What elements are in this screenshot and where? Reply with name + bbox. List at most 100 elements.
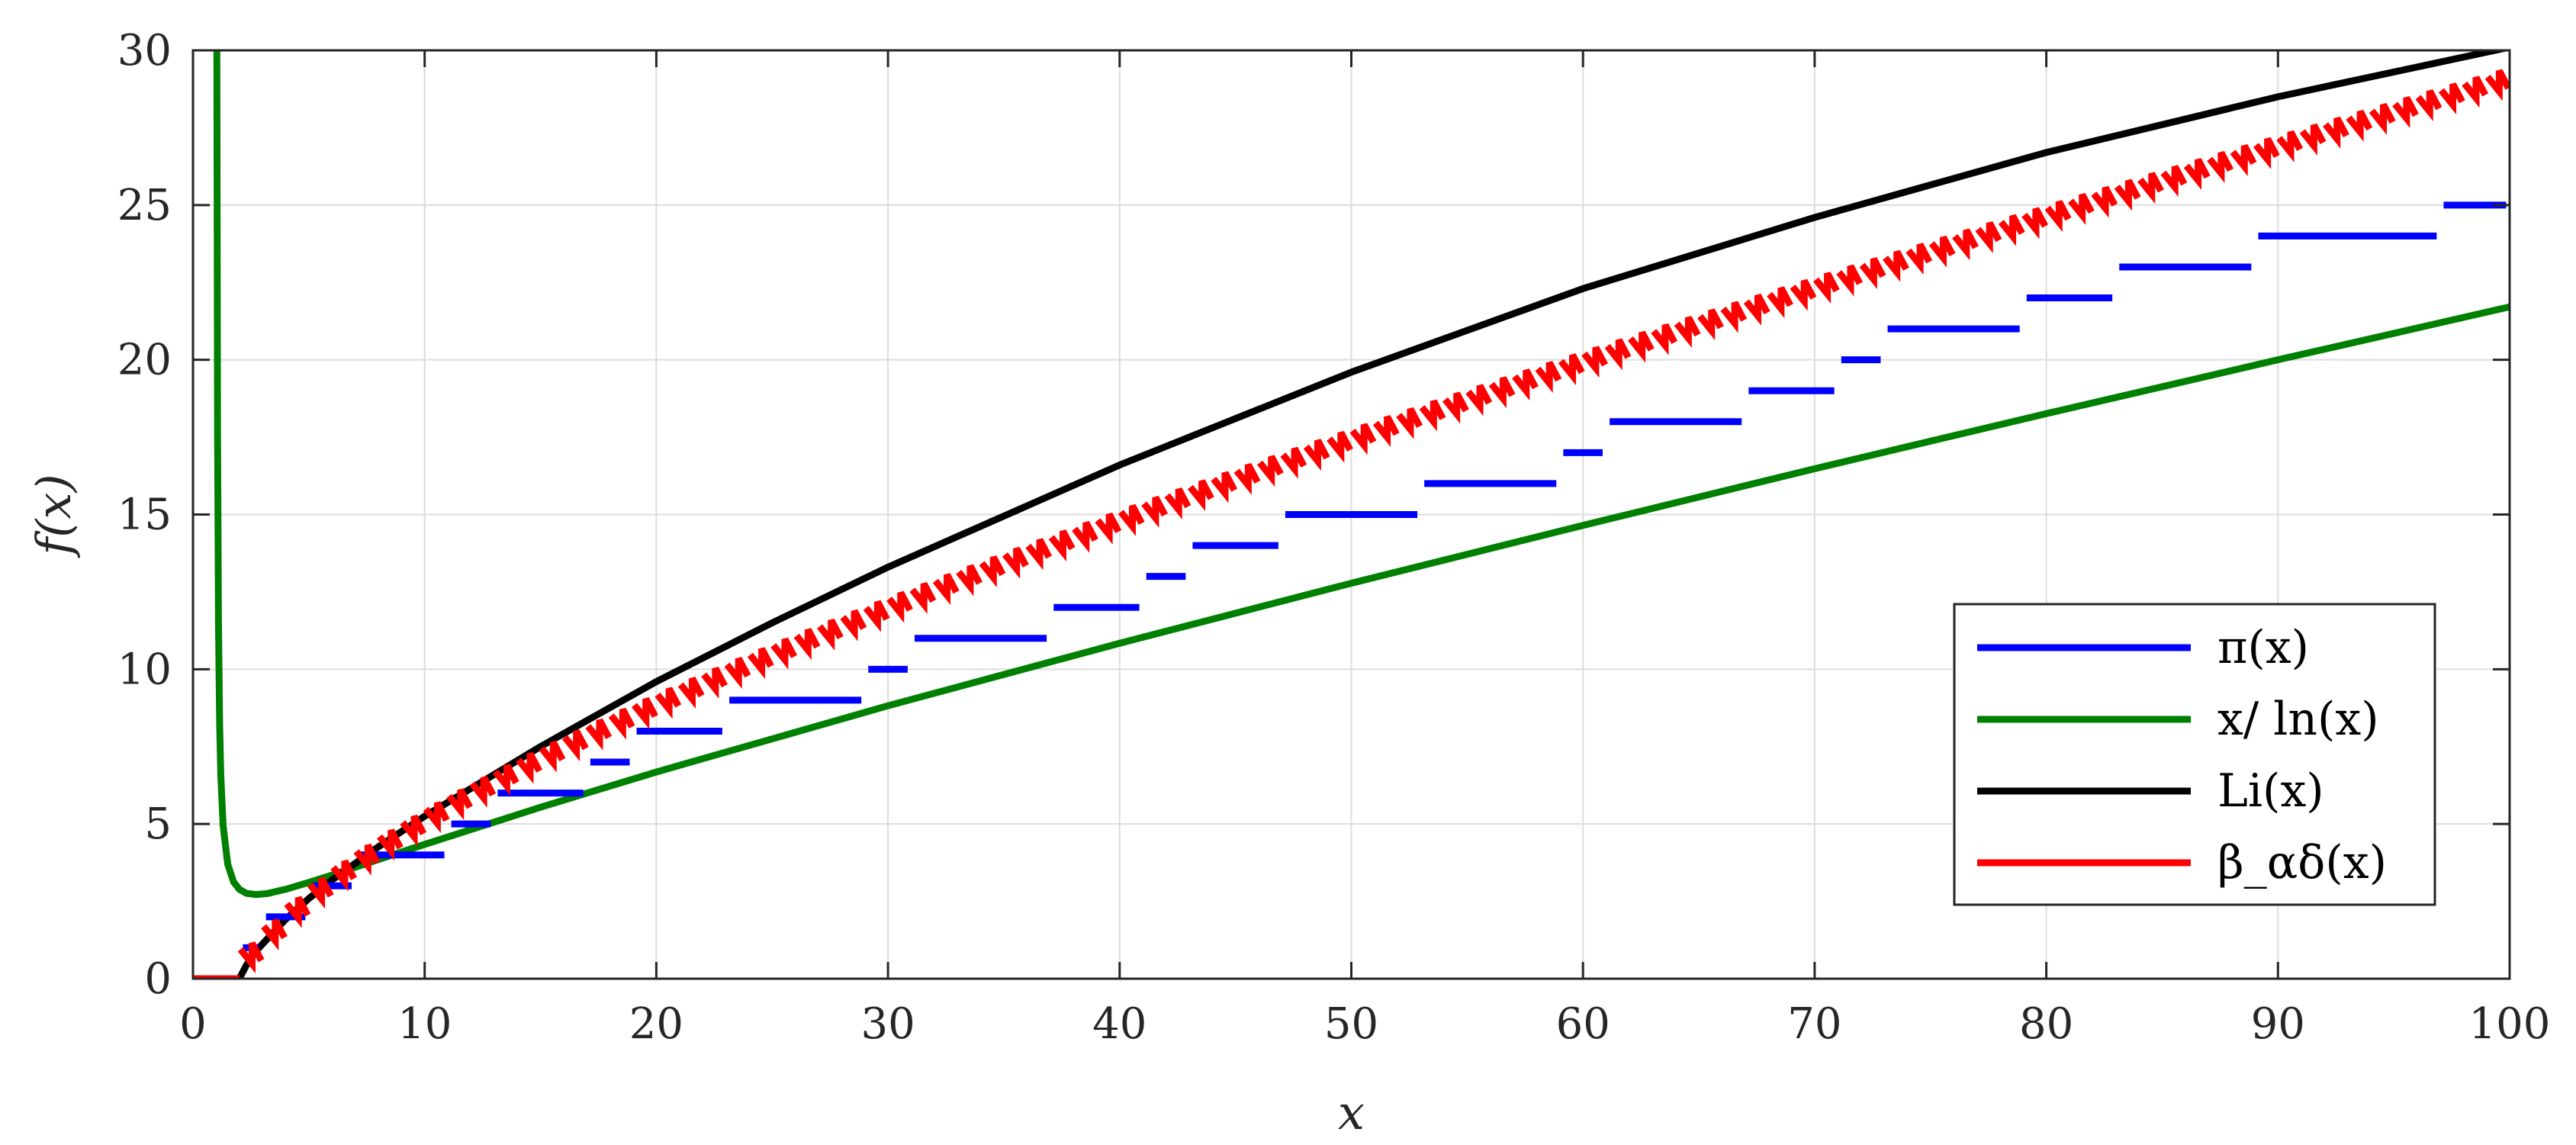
series-beta-tooth — [1118, 503, 1145, 536]
series-beta-tooth — [446, 788, 473, 821]
plot-area — [193, 50, 2510, 979]
legend-label: β_αδ(x) — [2217, 836, 2387, 889]
series-beta-tooth — [2346, 109, 2373, 142]
series-beta-tooth — [1164, 487, 1192, 519]
series-beta-tooth — [2230, 143, 2257, 176]
series-beta-tooth — [2114, 179, 2141, 211]
series-beta-tooth — [1767, 286, 1793, 319]
series-beta-tooth — [1327, 430, 1353, 463]
series-beta-tooth — [1372, 415, 1400, 448]
series-beta-tooth — [1674, 316, 1701, 348]
series-beta-tooth — [677, 677, 705, 709]
series-beta-tooth — [2415, 89, 2443, 122]
legend-label: x/ ln(x) — [2217, 693, 2379, 746]
series-beta-tooth — [1928, 235, 1956, 268]
x-tick-label: 70 — [1787, 999, 1841, 1049]
series-beta-tooth — [1419, 399, 1446, 432]
series-beta-tooth — [353, 843, 381, 876]
series-beta-tooth — [886, 590, 913, 623]
series-beta-tooth — [840, 609, 867, 642]
series-beta-tooth — [863, 600, 890, 632]
series-beta-tooth — [307, 876, 334, 909]
series-beta-tooth — [1025, 538, 1053, 571]
series-beta-tooth — [1141, 495, 1168, 528]
series-beta-tooth — [1465, 384, 1493, 417]
series-beta-tooth — [1836, 264, 1864, 297]
series-beta-tooth — [1512, 368, 1539, 401]
series-beta-tooth — [2462, 76, 2489, 108]
series-beta-tooth — [516, 751, 543, 784]
series-beta-tooth — [747, 647, 774, 680]
x-tick-label: 100 — [2469, 999, 2551, 1049]
series-beta-tooth — [2323, 116, 2349, 149]
series-beta-tooth — [909, 581, 937, 614]
series-beta-tooth — [1095, 512, 1122, 545]
x-tick-label: 50 — [1324, 999, 1378, 1049]
legend-label: π(x) — [2217, 621, 2309, 674]
series-beta-tooth — [284, 896, 311, 928]
series-beta-tooth — [1859, 257, 1886, 290]
series-beta-tooth — [1303, 439, 1330, 471]
series-beta-tooth — [1812, 272, 1840, 304]
series-beta-tooth — [2484, 69, 2510, 101]
tick-labels: 0 10 20 30 40 50 60 70 80 90 100 0 5 10 15 20 25 30 — [117, 26, 2551, 1049]
x-tick-label: 20 — [629, 999, 683, 1049]
y-tick-label: 10 — [117, 645, 172, 694]
series-beta-tooth — [2091, 185, 2118, 218]
series-beta-tooth — [1187, 479, 1214, 512]
series-beta-tooth — [1905, 243, 1933, 275]
series-beta-tooth — [2276, 130, 2304, 162]
y-tick-label: 20 — [117, 336, 172, 385]
series-beta-tooth — [400, 814, 427, 847]
x-tick-label: 40 — [1092, 999, 1146, 1049]
series-beta-tooth — [2183, 158, 2211, 190]
series-beta-tooth — [539, 740, 566, 773]
series-beta-tooth — [1743, 293, 1770, 326]
series-beta-tooth — [1257, 455, 1284, 487]
series-beta-tooth — [330, 859, 358, 892]
series-beta-tooth — [2044, 200, 2072, 233]
series-beta-tooth — [701, 667, 728, 699]
series-beta-tooth — [2207, 151, 2234, 183]
series-beta-tooth — [1349, 423, 1377, 455]
series-beta-tooth — [2392, 96, 2419, 128]
legend-label: Li(x) — [2217, 764, 2324, 818]
series-beta-tooth — [2369, 102, 2396, 135]
series-beta-tooth — [469, 775, 497, 808]
series-beta-tooth — [1697, 308, 1724, 341]
series-beta-tooth — [1998, 214, 2025, 246]
series-beta-tooth — [1072, 521, 1098, 553]
series-beta-tooth — [793, 628, 821, 661]
series-beta-tooth — [2253, 137, 2280, 169]
series-beta-tooth — [1651, 323, 1678, 355]
series-beta-tooth — [237, 941, 265, 974]
series-beta-tooth — [423, 801, 450, 834]
series-beta-tooth — [2299, 123, 2327, 156]
series-beta-tooth — [2067, 192, 2095, 225]
x-axis-label: x — [1338, 1085, 1365, 1140]
series-beta-tooth — [1442, 391, 1469, 424]
series-x-over-ln-x — [213, 50, 2510, 899]
y-tick-label: 0 — [144, 954, 172, 1004]
series-beta-tooth — [654, 687, 682, 719]
series-beta-tooth — [1396, 407, 1423, 439]
series-beta-tooth — [1720, 301, 1748, 333]
series-beta-tooth — [1488, 376, 1516, 409]
series-beta-tooth — [2438, 82, 2465, 115]
legend-box — [1953, 603, 2436, 906]
y-axis-label: f(x) — [26, 474, 82, 558]
series-beta-tooth — [979, 555, 1006, 587]
series-beta-tooth — [2160, 165, 2188, 198]
series-beta-tooth — [770, 637, 798, 670]
series-beta-tooth — [492, 764, 519, 796]
ticks — [191, 49, 2511, 980]
series-beta-tooth — [817, 618, 844, 651]
x-tick-label: 80 — [2019, 999, 2073, 1049]
series-beta-tooth — [1048, 529, 1076, 562]
y-tick-label: 15 — [117, 490, 172, 540]
series-beta-tooth — [1627, 330, 1655, 363]
y-tick-label: 25 — [117, 181, 172, 230]
series-beta-tooth — [1604, 338, 1632, 371]
series-beta-tooth — [956, 564, 983, 597]
